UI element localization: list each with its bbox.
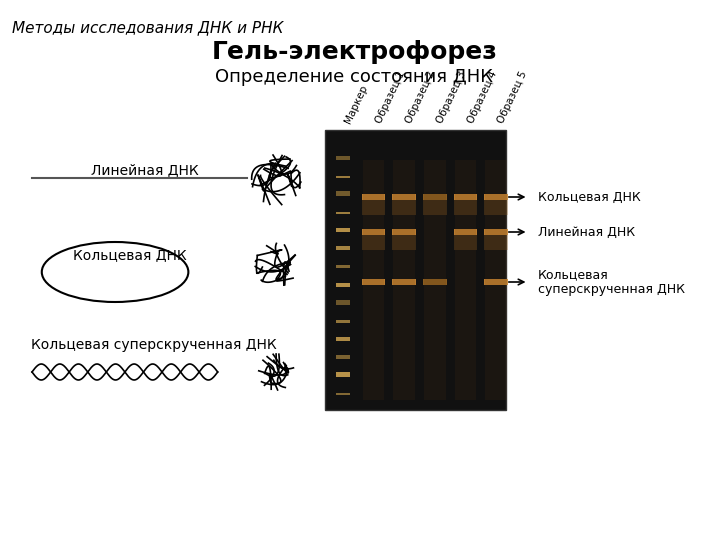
Bar — [454, 229, 477, 235]
Text: Образец 1: Образец 1 — [374, 70, 407, 125]
Text: Кольцевая
суперскрученная ДНК: Кольцевая суперскрученная ДНК — [539, 268, 685, 296]
Bar — [363, 160, 384, 400]
Bar — [336, 393, 350, 395]
Bar — [392, 229, 416, 235]
Bar — [336, 176, 350, 178]
Bar — [392, 279, 416, 285]
Bar — [336, 246, 350, 251]
Bar — [485, 235, 508, 250]
Bar — [423, 279, 446, 285]
Bar — [393, 160, 415, 400]
Bar — [361, 235, 385, 250]
Text: Гель-электрофорез: Гель-электрофорез — [212, 40, 498, 64]
Bar — [392, 194, 416, 200]
Bar — [336, 300, 350, 305]
Bar — [361, 200, 385, 215]
Bar — [454, 194, 477, 200]
Bar — [325, 130, 506, 410]
Text: Определение состояния ДНК: Определение состояния ДНК — [215, 68, 493, 86]
Text: Методы исследования ДНК и РНК: Методы исследования ДНК и РНК — [12, 20, 284, 35]
Bar — [455, 160, 476, 400]
Text: Образец 4: Образец 4 — [466, 70, 498, 125]
Bar — [336, 355, 350, 359]
Bar — [485, 200, 508, 215]
Bar — [336, 372, 350, 377]
Bar — [392, 200, 416, 215]
Bar — [423, 194, 446, 200]
Text: Линейная ДНК: Линейная ДНК — [91, 163, 198, 177]
Text: Образец 5: Образец 5 — [496, 70, 529, 125]
Bar — [336, 212, 350, 214]
Bar — [361, 279, 385, 285]
Bar — [361, 194, 385, 200]
Bar — [485, 279, 508, 285]
Text: Кольцевая суперскрученная ДНК: Кольцевая суперскрученная ДНК — [32, 338, 277, 352]
Bar — [454, 235, 477, 250]
Bar — [485, 194, 508, 200]
Bar — [392, 235, 416, 250]
Bar — [336, 228, 350, 232]
Text: Кольцевая ДНК: Кольцевая ДНК — [73, 248, 186, 262]
Bar — [424, 160, 446, 400]
Text: Линейная ДНК: Линейная ДНК — [539, 226, 635, 239]
Bar — [485, 229, 508, 235]
Bar — [336, 282, 350, 287]
Bar — [423, 200, 446, 215]
Bar — [361, 229, 385, 235]
Text: Образец 2: Образец 2 — [404, 70, 437, 125]
Text: Кольцевая ДНК: Кольцевая ДНК — [539, 191, 641, 204]
Bar — [485, 160, 507, 400]
Bar — [336, 337, 350, 341]
Text: Образец 3: Образец 3 — [435, 70, 468, 125]
Bar — [336, 156, 350, 160]
Text: Маркер: Маркер — [343, 83, 369, 125]
Bar — [336, 320, 350, 323]
Bar — [336, 192, 350, 196]
Bar — [336, 266, 350, 268]
Bar — [454, 200, 477, 215]
